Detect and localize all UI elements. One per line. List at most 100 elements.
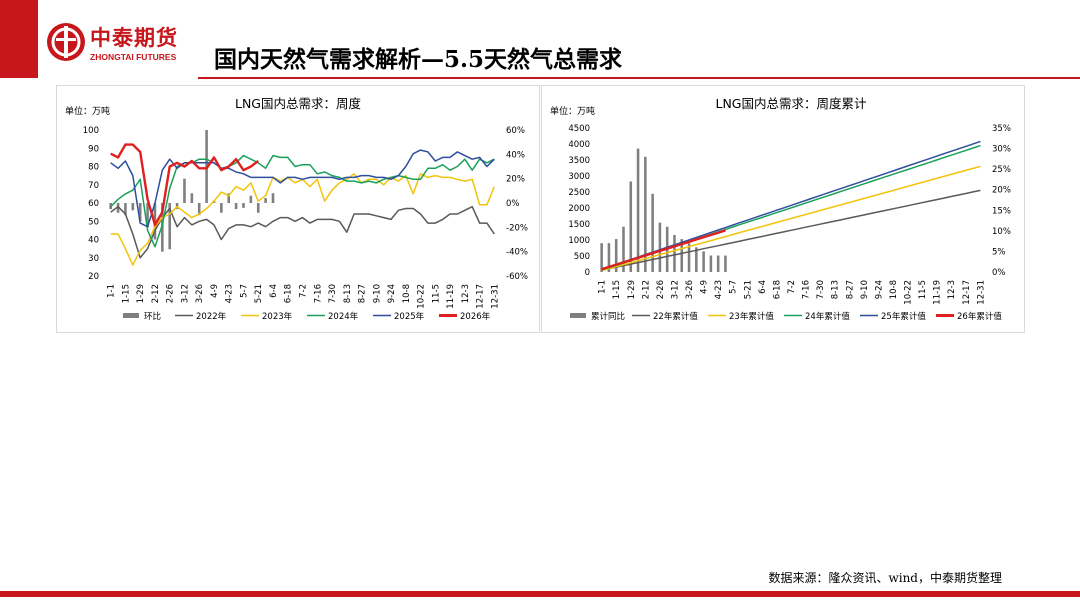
legend-label: 26年累计值	[957, 311, 1002, 322]
y2-axis-tick-label: 0%	[992, 268, 1006, 278]
bar-mark	[702, 251, 705, 272]
y-axis-tick-label: 4500	[568, 124, 590, 134]
x-axis-tick-label: 7-16	[802, 280, 812, 299]
legend-label: 22年累计值	[653, 311, 698, 322]
series-line-5	[601, 229, 726, 271]
bar-mark	[658, 222, 662, 272]
series-line-3	[110, 154, 495, 248]
bar-mark	[146, 203, 149, 228]
x-axis-tick-label: 5-21	[743, 280, 753, 299]
y-axis-tick-label: 30	[88, 254, 99, 264]
y2-axis-tick-label: 25%	[992, 165, 1011, 175]
legend-label: 2023年	[262, 311, 293, 322]
x-axis-tick-label: 1-29	[136, 284, 146, 303]
y-axis-tick-label: 20	[88, 272, 99, 282]
bar-mark	[724, 255, 727, 272]
x-axis-tick-label: 5-7	[240, 284, 250, 298]
series-line-1	[601, 189, 981, 271]
x-axis-tick-label: 7-16	[313, 284, 323, 303]
bar-mark	[197, 203, 201, 216]
x-axis-tick-label: 6-4	[269, 284, 279, 298]
legend-label: 环比	[144, 311, 161, 322]
x-axis-tick-label: 7-30	[816, 280, 826, 299]
x-axis-tick-label: 12-3	[947, 280, 957, 299]
y-axis-tick-label: 3500	[568, 156, 590, 166]
x-axis-tick-label: 11-19	[933, 280, 943, 305]
y2-axis-tick-label: 15%	[992, 206, 1011, 216]
x-axis-tick-label: 6-18	[772, 280, 782, 299]
x-axis-tick-label: 12-31	[490, 284, 500, 309]
bar-mark	[138, 203, 142, 222]
bar-mark	[614, 239, 618, 272]
series-line-2	[601, 165, 981, 272]
x-axis-tick-label: 2-12	[641, 280, 651, 299]
y2-axis-tick-label: 20%	[506, 175, 525, 185]
x-axis-tick-label: 9-24	[387, 284, 397, 303]
bar-mark	[271, 193, 275, 203]
y-axis-tick-label: 50	[88, 217, 99, 227]
x-axis-tick-label: 1-1	[107, 284, 117, 298]
x-axis-tick-label: 4-23	[714, 280, 724, 299]
bar-mark	[168, 203, 171, 250]
y-axis-tick-label: 2500	[568, 188, 590, 198]
x-axis-tick-label: 12-17	[476, 284, 486, 309]
x-axis-tick-label: 11-5	[918, 280, 928, 299]
x-axis-tick-label: 12-17	[962, 280, 972, 305]
unit-label: 单位：万吨	[65, 105, 110, 117]
y-axis-tick-label: 2000	[568, 204, 590, 214]
logo-mark-icon	[47, 23, 85, 61]
bar-mark	[651, 193, 654, 272]
x-axis-tick-label: 1-15	[612, 280, 622, 299]
x-axis-tick-label: 12-31	[976, 280, 986, 305]
x-axis-tick-label: 12-3	[461, 284, 471, 303]
bar-mark	[227, 193, 231, 203]
y2-axis-tick-label: -20%	[506, 223, 528, 233]
bar-mark	[636, 148, 640, 272]
x-axis-tick-label: 5-21	[254, 284, 264, 303]
data-source-note: 数据来源：隆众资讯、wind，中泰期货整理	[768, 571, 1002, 585]
y-axis-tick-label: 100	[83, 126, 99, 136]
x-axis-tick-label: 2-12	[151, 284, 161, 303]
x-axis-tick-label: 3-26	[685, 280, 695, 299]
brand-side-bar	[0, 0, 38, 78]
x-axis-tick-label: 9-24	[874, 280, 884, 299]
bar-mark	[116, 203, 120, 213]
x-axis-tick-label: 8-13	[343, 284, 353, 303]
y-axis-tick-label: 500	[574, 252, 590, 262]
brand-bottom-bar	[0, 591, 1080, 597]
x-axis-tick-label: 9-10	[372, 284, 382, 303]
legend-label: 2022年	[196, 311, 227, 322]
x-axis-tick-label: 3-12	[181, 284, 191, 303]
bar-mark	[161, 203, 164, 252]
y2-axis-tick-label: 10%	[992, 227, 1011, 237]
bar-mark	[709, 255, 713, 272]
x-axis-tick-label: 1-29	[627, 280, 637, 299]
chart-panel-weekly: LNG国内总需求：周度 单位：万吨 100 90 80 70 60 50 40 30 20 60% 40…	[56, 85, 540, 333]
y2-axis-tick-label: 20%	[992, 186, 1011, 196]
bar-mark	[242, 203, 245, 208]
x-axis-tick-label: 4-9	[210, 284, 220, 298]
bar-mark	[256, 203, 260, 213]
y2-axis-tick-label: 30%	[992, 145, 1011, 155]
x-axis-tick-label: 3-26	[195, 284, 205, 303]
chart-title: LNG国内总需求：周度累计	[715, 96, 866, 111]
bar-mark	[190, 193, 194, 203]
series-line-4	[601, 140, 981, 271]
bar-mark	[249, 195, 253, 203]
chart-panel-cumulative: LNG国内总需求：周度累计 单位：万吨 4500 4000 3500 3000 2500 20…	[541, 85, 1025, 333]
x-axis-tick-label: 2-26	[166, 284, 176, 303]
x-axis-tick-label: 3-12	[671, 280, 681, 299]
bar-mark	[680, 239, 684, 272]
company-logo: 中泰期货 ZHONGTAI FUTURES	[46, 20, 196, 68]
bar-mark	[695, 247, 698, 272]
bar-mark	[131, 203, 135, 211]
bar-mark	[264, 198, 267, 203]
x-axis-tick-label: 10-22	[417, 284, 427, 309]
legend-label: 24年累计值	[805, 311, 850, 322]
x-axis-tick-label: 11-5	[431, 284, 441, 303]
x-axis-tick-label: 10-22	[904, 280, 914, 305]
y2-axis-tick-label: 5%	[992, 247, 1006, 257]
bar-mark	[124, 203, 127, 216]
